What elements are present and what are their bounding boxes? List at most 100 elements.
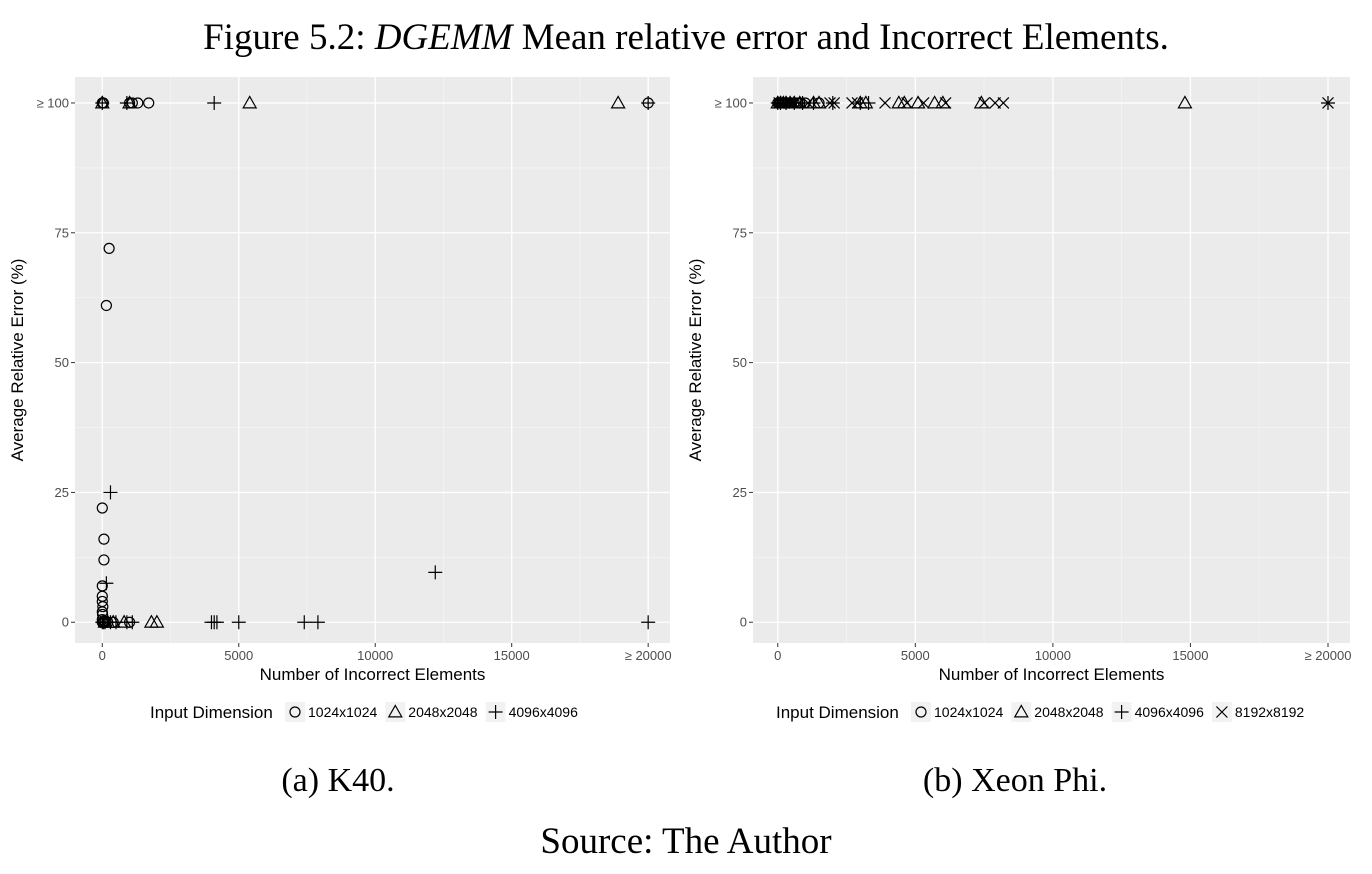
data-point-triangle (927, 95, 943, 109)
series-8192x8192 (773, 97, 1334, 109)
data-point-cross (939, 97, 952, 109)
panel-k40-chart: 0 5000 10000 15000 ≥ 20000 0 25 50 75 ≥ 100 Number… (8, 77, 672, 722)
data-point-cross (788, 97, 801, 109)
legend-key-bg (285, 702, 305, 722)
data-point-cross (1322, 97, 1334, 109)
legend-entry-label: 4096x4096 (1135, 704, 1205, 720)
y-tick-label: 75 (733, 225, 747, 240)
data-point-triangle (811, 95, 827, 109)
data-point-triangle (242, 95, 258, 109)
y-tick-label: 50 (55, 355, 69, 370)
y-tick-label: 75 (55, 225, 69, 240)
data-point-plus (99, 576, 114, 591)
data-point-cross (782, 97, 795, 109)
data-point-cross (773, 97, 786, 109)
y-tick-label: ≥ 100 (37, 95, 69, 110)
y-axis-label: Average Relative Error (%) (686, 259, 705, 462)
figure-title: Figure 5.2: DGEMM Mean relative error an… (0, 17, 1372, 59)
data-point-cross (778, 97, 791, 109)
data-point-circle (143, 97, 155, 109)
data-point-cross (802, 97, 814, 109)
legend: Input Dimension 1024x1024 2048x2048 4096x40… (150, 702, 578, 722)
data-point-cross (989, 97, 1002, 109)
legend-entry-label: 4096x4096 (509, 704, 579, 720)
data-point-cross (824, 97, 836, 109)
x-tick-label: 15000 (494, 648, 530, 663)
legend-key-cross (1215, 706, 1228, 718)
plot-background (75, 77, 670, 643)
legend-key-triangle (1013, 704, 1029, 718)
legend-entry-label: 2048x2048 (408, 704, 478, 720)
legend-entry-label: 1024x1024 (934, 704, 1004, 720)
data-point-plus (207, 95, 222, 110)
figure-title-rest: Mean relative error and Incorrect Elemen… (512, 17, 1169, 58)
legend-entry-label: 1024x1024 (308, 704, 378, 720)
data-point-cross (851, 97, 864, 109)
y-tick-label: 50 (733, 355, 747, 370)
data-point-circle (98, 533, 110, 545)
data-point-cross (879, 97, 891, 109)
x-tick-label: 10000 (357, 648, 393, 663)
data-point-plus (310, 615, 325, 630)
data-point-cross (917, 97, 930, 109)
legend-title: Input Dimension (776, 703, 899, 722)
caption-panel-b: (b) Xeon Phi. (922, 762, 1108, 799)
data-point-circle (103, 242, 115, 254)
data-point-plus (428, 565, 443, 580)
data-point-triangle (1177, 95, 1193, 109)
legend-entry-label: 2048x2048 (1034, 704, 1104, 720)
data-point-triangle (610, 95, 626, 109)
x-tick-label: 0 (774, 648, 781, 663)
x-tick-label: 15000 (1172, 648, 1208, 663)
y-tick-label: 0 (740, 615, 747, 630)
data-point-plus (861, 95, 876, 110)
legend: Input Dimension 1024x1024 2048x2048 4096x40… (776, 702, 1304, 722)
series-4096x4096 (95, 95, 656, 630)
legend-entry-label: 8192x8192 (1235, 704, 1305, 720)
data-point-plus (641, 95, 656, 110)
x-axis-label: Number of Incorrect Elements (939, 665, 1165, 684)
legend-key-triangle (387, 704, 403, 718)
data-point-cross (978, 97, 991, 109)
data-point-plus (125, 615, 140, 630)
y-tick-label: ≥ 100 (715, 95, 747, 110)
x-tick-label: 0 (99, 648, 106, 663)
data-point-plus (641, 615, 656, 630)
y-axis-label: Average Relative Error (%) (8, 259, 27, 462)
data-point-cross (901, 97, 913, 109)
data-point-cross (997, 97, 1010, 109)
data-point-triangle (149, 614, 165, 628)
legend-key-plus (1114, 705, 1129, 719)
x-axis-label: Number of Incorrect Elements (260, 665, 486, 684)
x-tick-label: 5000 (224, 648, 253, 663)
data-point-plus (95, 95, 110, 110)
data-point-plus (119, 95, 134, 110)
legend-key-circle (289, 706, 301, 718)
data-point-cross (828, 97, 841, 109)
legend-key-circle (915, 706, 927, 718)
data-point-plus (297, 615, 312, 630)
major-grid (75, 77, 670, 643)
data-point-cross (846, 97, 858, 109)
data-point-circle (100, 299, 112, 312)
caption-panel-a: (a) K40. (281, 762, 395, 799)
figure-title-emph: DGEMM (374, 17, 513, 58)
plot-background (753, 77, 1350, 643)
minor-grid (753, 77, 1350, 643)
y-tick-label: 25 (55, 485, 69, 500)
minor-grid (75, 77, 670, 643)
legend-key-bg (911, 702, 931, 722)
x-tick-label: ≥ 20000 (625, 648, 672, 663)
data-point-circle (98, 554, 110, 566)
figure-source: Source: The Author (540, 821, 832, 862)
data-point-circle (97, 601, 109, 613)
major-grid (753, 77, 1350, 643)
data-point-plus (231, 615, 246, 630)
panel-xeon-phi-chart: 0 5000 10000 15000 ≥ 20000 0 25 50 75 ≥ 100 Number… (686, 77, 1352, 722)
legend-key-plus (488, 705, 503, 719)
data-point-circle (96, 502, 108, 514)
legend-title: Input Dimension (150, 703, 273, 722)
x-tick-label: 5000 (901, 648, 930, 663)
data-point-plus (209, 615, 224, 630)
x-tick-label: ≥ 20000 (1305, 648, 1352, 663)
